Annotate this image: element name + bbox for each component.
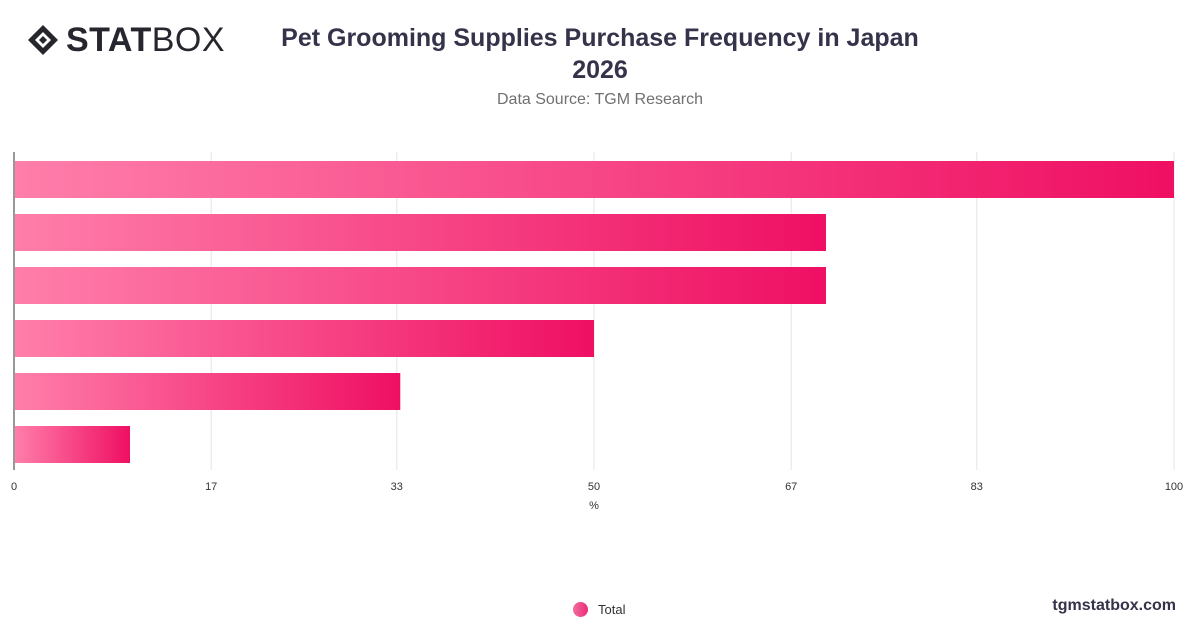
legend-label: Total [598, 602, 626, 617]
bar[interactable] [15, 161, 1174, 198]
legend[interactable]: Total [573, 602, 625, 617]
bar[interactable] [15, 373, 401, 410]
chart-title-line2: 2026 [572, 56, 628, 84]
chart-title: Pet Grooming Supplies Purchase Frequency… [250, 22, 950, 86]
x-tick-label: 100 [1165, 481, 1183, 493]
x-tick-label: 0 [11, 481, 17, 493]
x-tick-label: 33 [391, 481, 403, 493]
bar[interactable] [15, 214, 826, 251]
legend-marker-icon [573, 602, 588, 617]
bar[interactable] [15, 426, 130, 463]
x-axis-label: % [589, 500, 599, 512]
statbox-logo-icon [28, 25, 58, 55]
x-tick-label: 50 [588, 481, 600, 493]
logo-text-light: BOX [151, 21, 226, 59]
chart-title-line1: Pet Grooming Supplies Purchase Frequency… [281, 24, 919, 52]
x-axis-ticks: 0 17 33 50 67 83 100 [11, 481, 1183, 493]
gridlines [13, 152, 1175, 470]
x-tick-label: 83 [971, 481, 983, 493]
statbox-logo: STATBOX [26, 22, 225, 58]
bar[interactable] [15, 267, 826, 304]
x-tick-label: 17 [205, 481, 217, 493]
site-url: tgmstatbox.com [1052, 597, 1176, 614]
bar[interactable] [15, 320, 594, 357]
logo-text-bold: STAT [66, 21, 152, 59]
chart-subtitle: Data Source: TGM Research [496, 91, 703, 108]
bars [15, 161, 1174, 463]
x-tick-label: 67 [785, 481, 797, 493]
